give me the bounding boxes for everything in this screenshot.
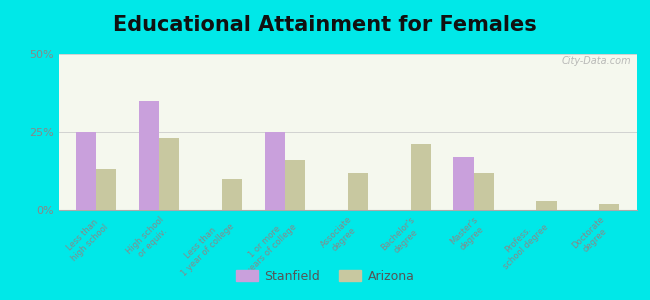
Bar bbox=[599, 204, 619, 210]
Bar bbox=[96, 169, 116, 210]
Text: City-Data.com: City-Data.com bbox=[562, 56, 631, 66]
Bar bbox=[473, 172, 493, 210]
Bar bbox=[348, 172, 368, 210]
Bar bbox=[536, 201, 556, 210]
Text: Educational Attainment for Females: Educational Attainment for Females bbox=[113, 15, 537, 35]
Legend: Stanfield, Arizona: Stanfield, Arizona bbox=[231, 265, 419, 288]
Bar bbox=[411, 145, 431, 210]
Bar bbox=[76, 132, 96, 210]
Bar bbox=[265, 132, 285, 210]
Bar bbox=[159, 138, 179, 210]
Bar bbox=[454, 157, 473, 210]
Bar bbox=[139, 101, 159, 210]
Bar bbox=[285, 160, 305, 210]
Bar bbox=[222, 179, 242, 210]
